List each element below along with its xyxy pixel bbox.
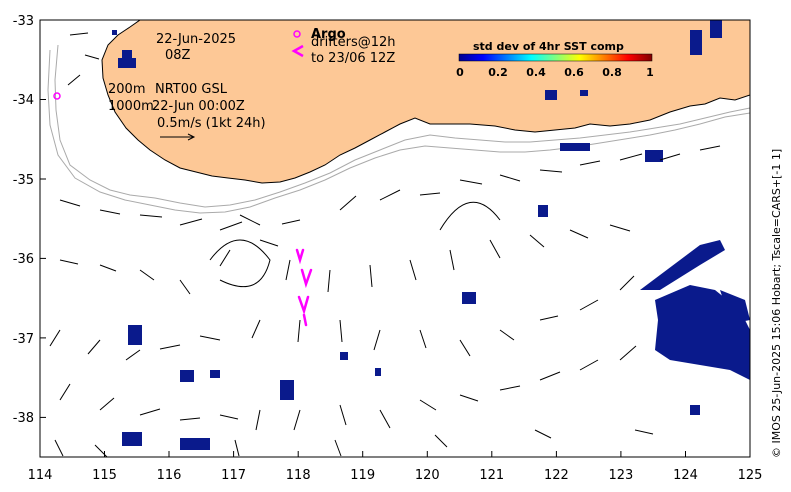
scale-label: 0.5m/s (1kt 24h)	[157, 116, 266, 131]
x-tick-label: 116	[157, 468, 182, 483]
colorbar-tick: 1	[646, 66, 654, 79]
sst-colorbar: std dev of 4hr SST comp 0 0.2 0.4 0.6 0.…	[456, 40, 654, 79]
x-tick-label: 121	[479, 468, 504, 483]
colorbar-tick: 0.6	[564, 66, 584, 79]
credit-text: © IMOS 25-Jun-2025 15:06 Hobart; Tscale=…	[770, 149, 783, 458]
date-label: 22-Jun-2025	[156, 32, 236, 47]
current-vectors	[49, 32, 721, 457]
isobath-200m-label: 200m	[108, 82, 145, 97]
argo-legend-label: Argo	[311, 27, 346, 42]
product-time-label: 22-Jun 00:00Z	[152, 99, 245, 114]
sst-patches	[112, 20, 750, 450]
x-tick-label: 122	[544, 468, 569, 483]
drifters-to-label: to 23/06 12Z	[311, 51, 395, 66]
x-tick-label: 118	[286, 468, 311, 483]
x-tick-label: 125	[738, 468, 763, 483]
drifters-legend-label: drifters@12h	[311, 35, 396, 50]
y-tick-label: -38	[13, 411, 34, 426]
y-tick-label: -33	[13, 14, 34, 29]
x-tick-label: 123	[608, 468, 633, 483]
plot-frame	[39, 19, 751, 458]
y-tick-label: -37	[13, 332, 34, 347]
colorbar-tick: 0.2	[488, 66, 508, 79]
x-tick-label: 114	[28, 468, 53, 483]
argo-float-marker	[53, 92, 61, 100]
isobath-1000m	[47, 49, 750, 214]
colorbar-title: std dev of 4hr SST comp	[473, 40, 624, 53]
argo-legend-icon	[293, 30, 301, 38]
y-tick-label: -35	[13, 173, 34, 188]
x-axis: 114 115 116 117 118 119 120 121 122 123 …	[28, 451, 763, 483]
colorbar-tick: 0.8	[602, 66, 622, 79]
y-axis: -33 -34 -35 -36 -37 -38	[13, 14, 46, 426]
colorbar-tick: 0.4	[526, 66, 546, 79]
scale-arrow-head	[187, 133, 196, 141]
x-tick-label: 119	[350, 468, 375, 483]
y-tick-label: -36	[13, 252, 34, 267]
isobath-1000m-label: 1000m	[108, 99, 154, 114]
product-label: NRT00 GSL	[155, 82, 228, 97]
y-tick-label: -34	[13, 93, 34, 108]
colorbar-gradient	[458, 53, 653, 62]
x-tick-label: 115	[92, 468, 117, 483]
drifter-legend-icon	[291, 44, 304, 58]
x-tick-label: 120	[415, 468, 440, 483]
drifter-tracks	[295, 248, 313, 327]
colorbar-tick: 0	[456, 66, 464, 79]
x-tick-label: 117	[221, 468, 246, 483]
x-tick-label: 124	[673, 468, 698, 483]
isobath-200m	[54, 44, 750, 208]
time-label: 08Z	[165, 48, 191, 63]
